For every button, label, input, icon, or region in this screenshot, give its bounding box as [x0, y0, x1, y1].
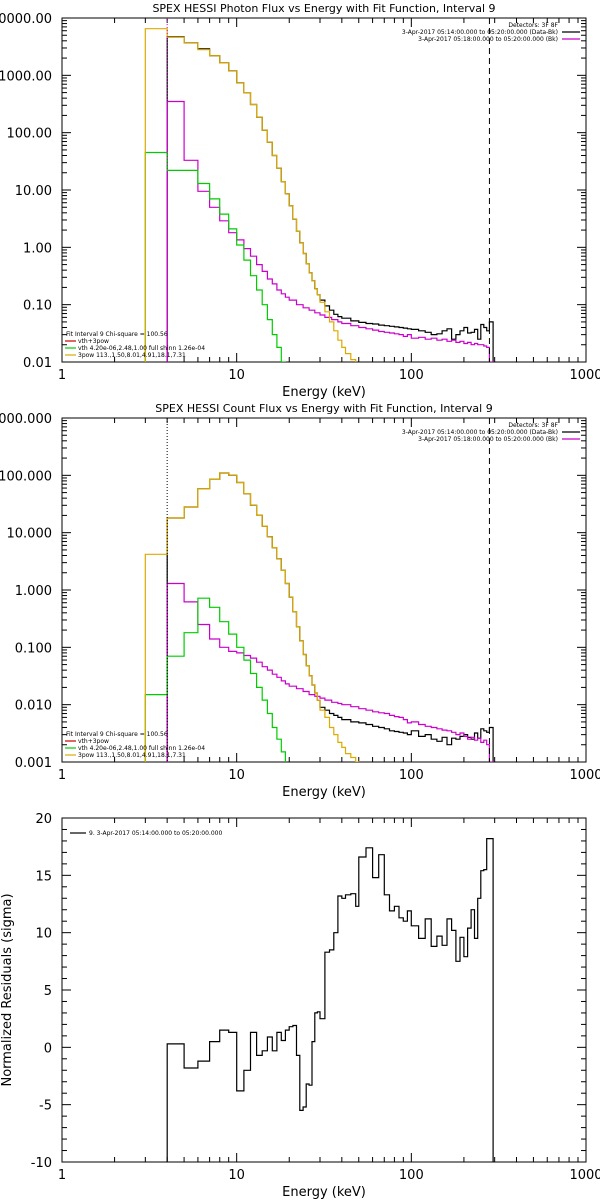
- y-tick-label: 100.00: [7, 127, 53, 142]
- legend-entry: vth 4.20e-06,2.48,1.00 full shinn 1.26e-…: [78, 745, 205, 752]
- photon-flux-panel: SPEX HESSI Photon Flux vs Energy with Fi…: [0, 2, 600, 400]
- legend-entry: Fit Interval 9 Chi-square = 100.56: [66, 731, 168, 738]
- x-tick-label: 10: [228, 768, 245, 783]
- y-tick-label: 1.00: [23, 241, 52, 256]
- series-line-2: [144, 151, 286, 362]
- legend-entry: 3-Apr-2017 05:14:00.000 to 05:20:00.000 …: [402, 29, 558, 36]
- count-flux-panel: SPEX HESSI Count Flux vs Energy with Fit…: [0, 402, 600, 800]
- legend-entry: vth+3pow: [78, 338, 109, 345]
- y-tick-label: -10: [31, 1156, 52, 1171]
- y-tick-label: 10: [35, 927, 52, 942]
- x-axis-label: Energy (keV): [282, 785, 366, 800]
- legend-entry: Fit Interval 9 Chi-square = 100.56: [66, 331, 168, 338]
- y-tick-label: 20: [35, 812, 52, 827]
- legend-entry: Detectors: 3F 8F: [508, 422, 558, 429]
- y-axis-label: Normalized Residuals (sigma): [0, 893, 15, 1086]
- y-tick-label: 0.01: [23, 356, 52, 371]
- y-tick-label: 1.000: [15, 584, 52, 599]
- x-tick-label: 1000: [569, 368, 600, 383]
- y-tick-label: 100.000: [0, 469, 52, 484]
- y-tick-label: 0.10: [23, 299, 52, 314]
- legend-entry: vth+3pow: [78, 738, 109, 745]
- y-tick-label: 0.010: [15, 699, 52, 714]
- x-tick-label: 1000: [569, 768, 600, 783]
- x-tick-label: 10: [228, 1168, 245, 1183]
- series-line-3: [144, 28, 357, 362]
- y-tick-label: 1000.00: [0, 69, 52, 84]
- x-tick-label: 10: [228, 368, 245, 383]
- y-tick-label: -5: [39, 1099, 52, 1114]
- legend-entry: 3pow 113.,1.50,8.01,4.91,18.1,7.31: [78, 752, 186, 759]
- y-tick-label: 10.00: [15, 184, 52, 199]
- x-tick-label: 100: [399, 1168, 424, 1183]
- residuals-panel: 1 10 100 1000 -10 -5 0 5 10 15 20 Energy (keV) Norma…: [0, 812, 600, 1200]
- series-line-3: [144, 472, 360, 762]
- legend-entry: vth 4.20e-06,2.48,1.00 full shinn 1.26e-…: [78, 345, 205, 352]
- y-tick-label: 0.100: [15, 641, 52, 656]
- y-tick-label: 0.001: [15, 756, 52, 771]
- x-tick-label: 1: [58, 1168, 66, 1183]
- series-line-1: [166, 582, 494, 762]
- legend-entry: Detectors: 3F 8F: [508, 22, 558, 29]
- series-line-0: [166, 838, 494, 1162]
- x-tick-label: 1: [58, 368, 66, 383]
- x-tick-label: 1: [58, 768, 66, 783]
- legend-entry: 3-Apr-2017 05:18:00.000 to 05:20:00.000 …: [418, 36, 558, 43]
- x-tick-label: 100: [399, 368, 424, 383]
- y-tick-label: 5: [44, 984, 52, 999]
- x-axis-label: Energy (keV): [282, 1185, 366, 1200]
- legend-entry: 3-Apr-2017 05:14:00.000 to 05:20:00.000 …: [402, 429, 558, 436]
- chart-title: SPEX HESSI Photon Flux vs Energy with Fi…: [152, 2, 495, 15]
- y-tick-label: 1000.000: [0, 412, 52, 427]
- x-axis-label: Energy (keV): [282, 385, 366, 400]
- legend-entry: 9. 3-Apr-2017 05:14:00.000 to 05:20:00.0…: [89, 830, 222, 837]
- y-tick-label: 15: [35, 869, 52, 884]
- legend-entry: 3pow 113.,1.50,8.01,4.91,18.1,7.31: [78, 352, 186, 359]
- y-tick-label: 10.000: [7, 527, 53, 542]
- legend-entry: 3-Apr-2017 05:18:00.000 to 05:20:00.000 …: [418, 436, 558, 443]
- x-tick-label: 1000: [569, 1168, 600, 1183]
- y-tick-label: 0: [44, 1041, 52, 1056]
- series-line-1: [166, 100, 494, 362]
- chart-title: SPEX HESSI Count Flux vs Energy with Fit…: [155, 402, 492, 415]
- x-tick-label: 100: [399, 768, 424, 783]
- series-line-2: [144, 597, 286, 762]
